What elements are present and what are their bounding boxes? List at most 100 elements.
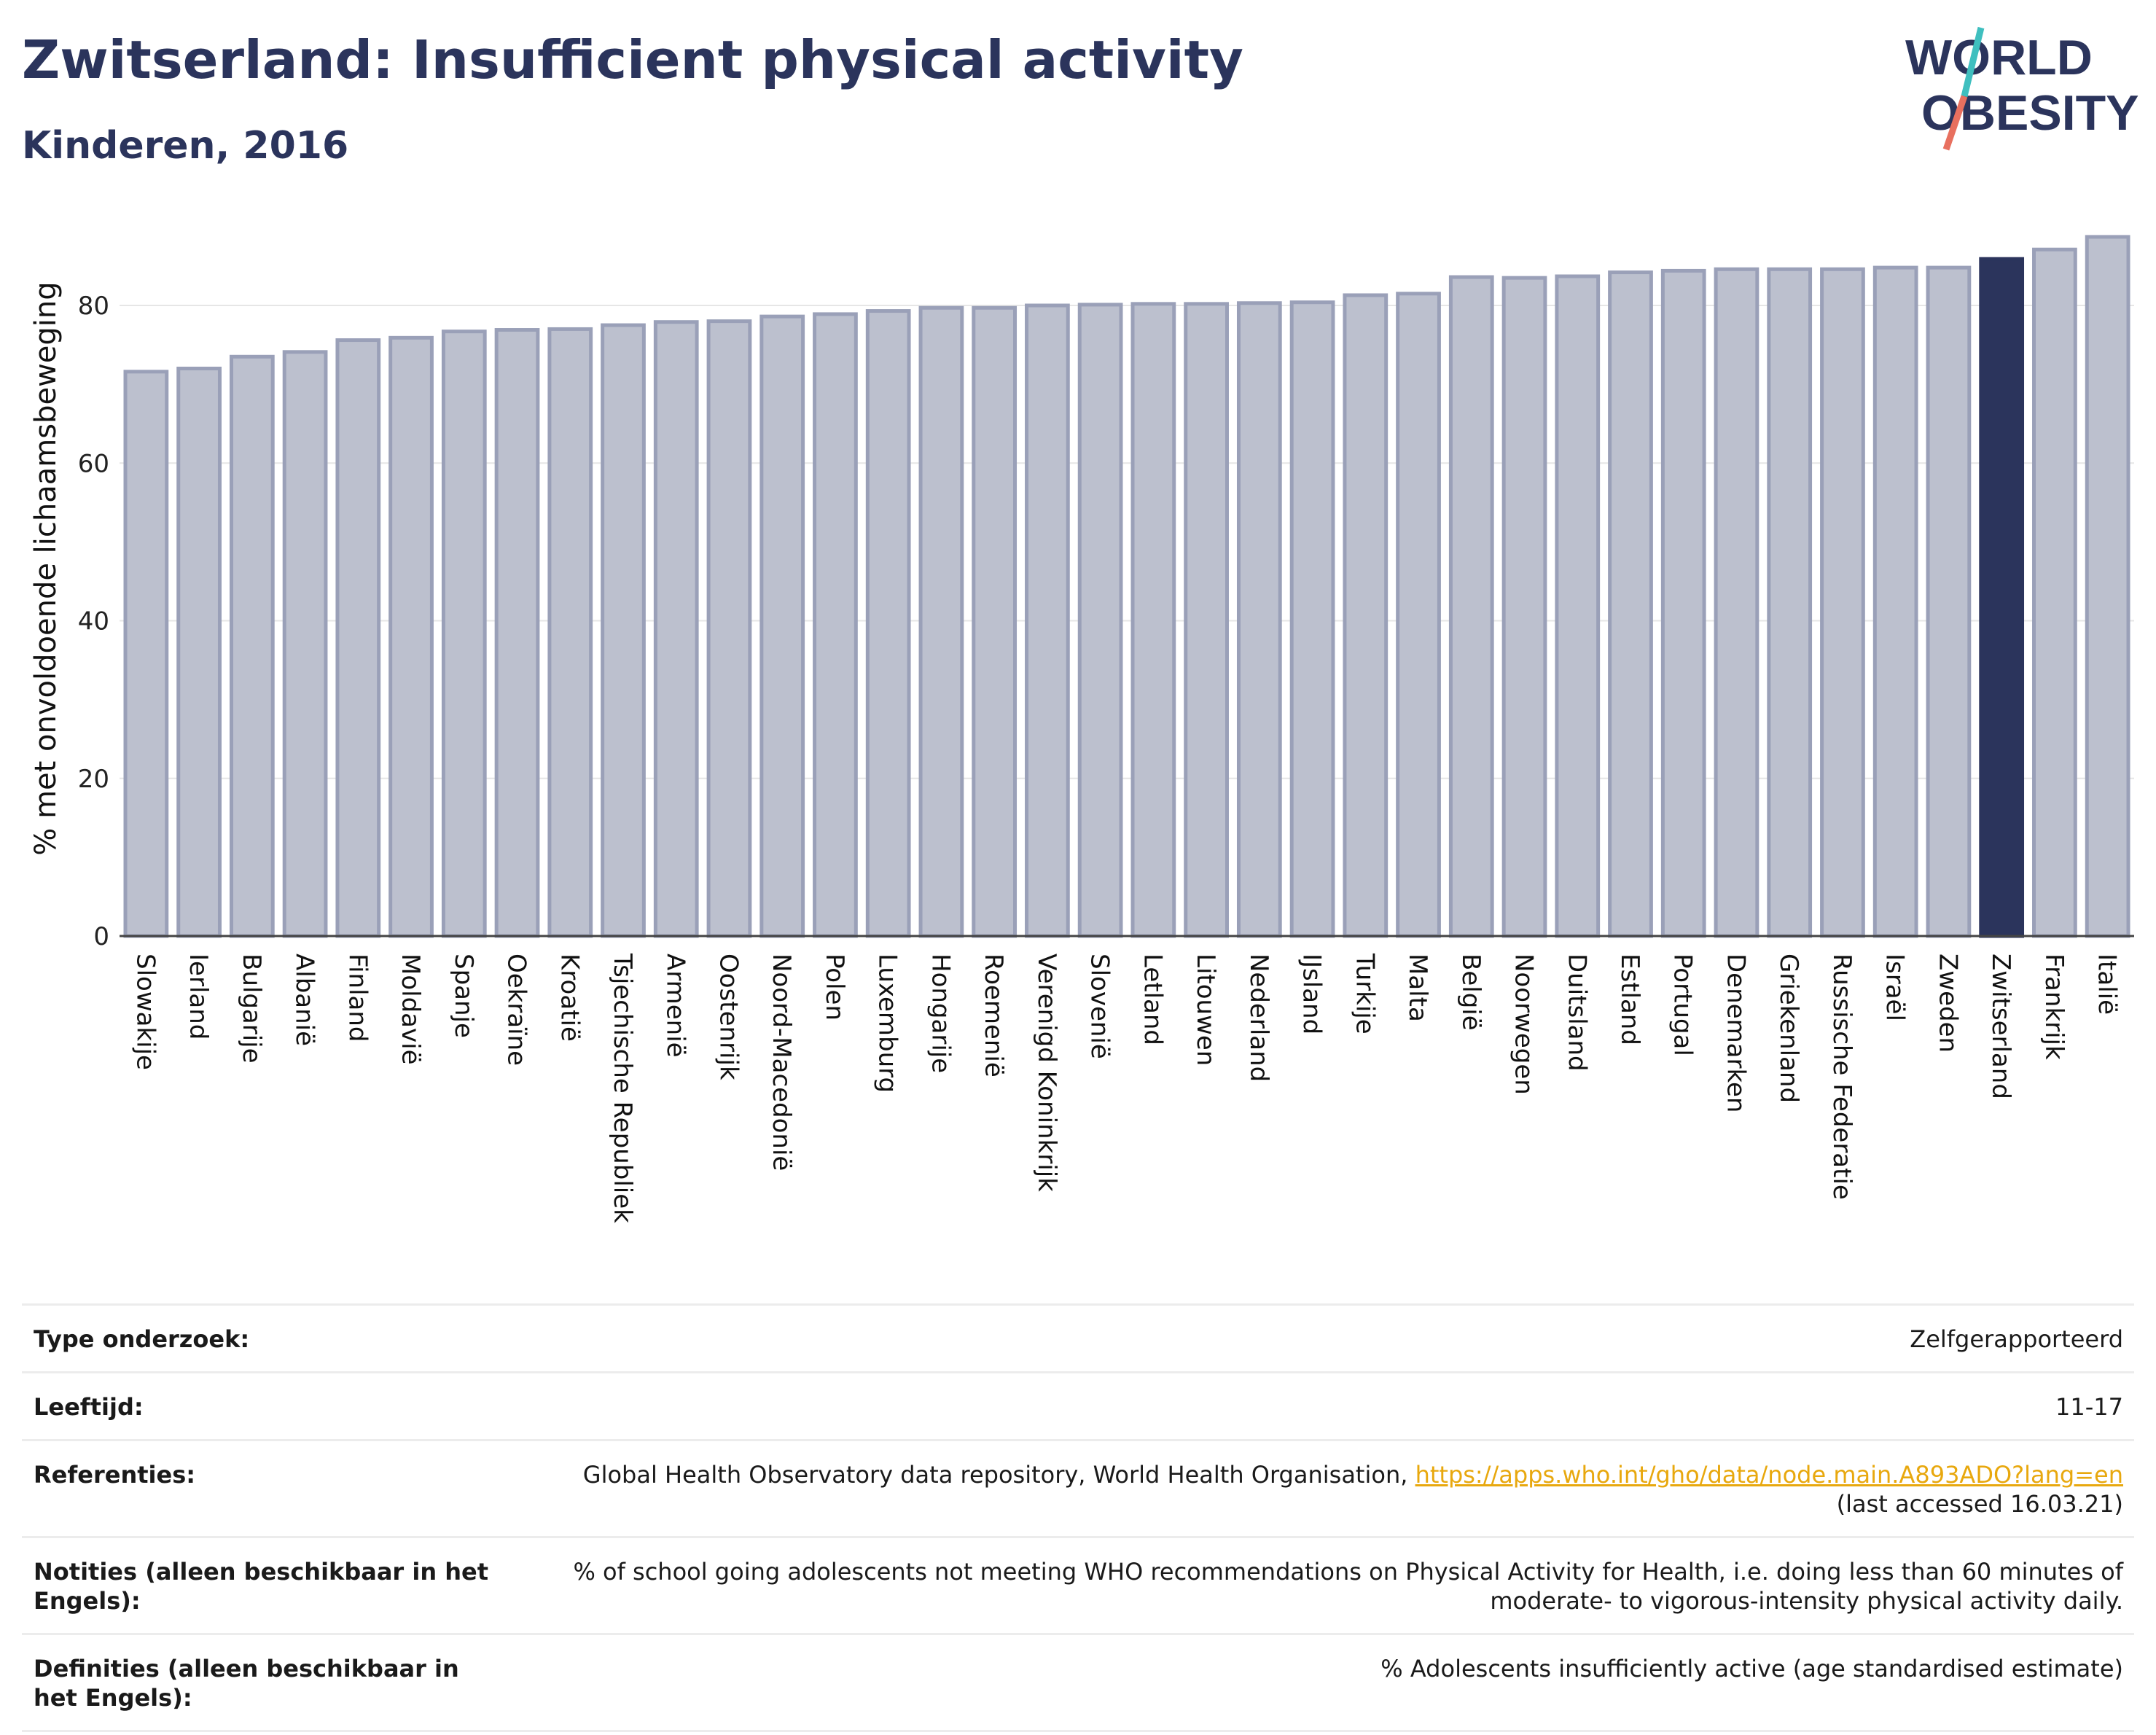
x-tick-label: Zweden	[1933, 954, 1962, 1053]
bar	[547, 327, 593, 938]
bar	[2085, 235, 2130, 938]
x-tick-label: Roemenië	[979, 954, 1008, 1077]
reference-text: Global Health Observatory data repositor…	[582, 1461, 1408, 1489]
x-tick-labels: Slowakije Ierland Bulgarije Albanië Finland M…	[130, 953, 2121, 1223]
x-tick-label: Frankrijk	[2039, 954, 2069, 1060]
x-tick-label: Portugal	[1668, 954, 1698, 1056]
bar	[335, 338, 381, 938]
x-tick-label: Estland	[1615, 954, 1644, 1045]
bar	[1555, 274, 1601, 938]
x-tick-label: Kroatië	[555, 954, 584, 1042]
y-tick-label: 20	[78, 765, 109, 794]
bar	[1926, 265, 1972, 938]
bar	[1343, 293, 1388, 938]
bar	[865, 309, 911, 938]
x-tick-label: Griekenland	[1774, 954, 1803, 1103]
x-tick-label: Russische Federatie	[1827, 954, 1856, 1200]
y-tick-label: 40	[78, 607, 109, 636]
bar	[706, 319, 752, 938]
logo-slash-teal	[1961, 26, 1985, 98]
x-tick-label: Oekraïne	[502, 954, 531, 1066]
x-tick-label: Slowakije	[130, 954, 160, 1070]
meta-value: Global Health Observatory data repositor…	[500, 1460, 2123, 1518]
y-tick-label: 60	[78, 449, 109, 478]
meta-row-references: Referenties: Global Health Observatory d…	[22, 1439, 2134, 1536]
meta-value: % Adolescents insufficiently active (age…	[1380, 1655, 2123, 1683]
bar	[653, 320, 699, 938]
bar	[1501, 276, 1547, 938]
y-tick-labels: 0 20 40 60 80	[78, 292, 109, 951]
bar	[1872, 265, 1918, 938]
x-tick-label: Tsjechische Republiek	[608, 953, 637, 1223]
bar	[1979, 257, 2025, 938]
logo-line1: WORLD	[1905, 30, 2093, 85]
meta-value: % of school going adolescents not meetin…	[500, 1557, 2123, 1615]
bar	[2032, 247, 2077, 938]
x-tick-label: Noorwegen	[1509, 954, 1539, 1095]
bar	[1236, 301, 1282, 938]
x-tick-label: Denemarken	[1721, 954, 1750, 1112]
bar	[1820, 267, 1865, 938]
bar	[918, 305, 964, 938]
x-tick-label: Slovenië	[1085, 954, 1114, 1059]
meta-value: 11-17	[2055, 1393, 2123, 1421]
x-tick-label: Luxemburg	[873, 954, 902, 1093]
x-tick-label: Albanië	[290, 954, 319, 1046]
bar	[1289, 300, 1335, 938]
bar	[176, 367, 222, 938]
bar	[229, 354, 275, 938]
bar	[759, 314, 805, 938]
y-axis-label: % met onvoldoende lichaamsbeweging	[29, 281, 63, 855]
x-tick-label: Spanje	[449, 954, 478, 1038]
bars	[123, 235, 2130, 938]
notes-line2: moderate- to vigorous-intensity physical…	[1490, 1587, 2123, 1615]
bar-chart: Slowakije Ierland Bulgarije Albanië Finland M…	[29, 235, 2134, 1223]
bar	[1025, 303, 1070, 938]
x-tick-label: Verenigd Koninkrijk	[1032, 954, 1061, 1192]
meta-value: Zelfgerapporteerd	[1910, 1325, 2123, 1353]
bar	[972, 305, 1018, 938]
meta-label: Notities (alleen beschikbaar in het Enge…	[34, 1558, 489, 1615]
bar	[1077, 303, 1123, 938]
y-tick-label: 80	[78, 292, 109, 321]
x-tick-label: Bulgarije	[237, 954, 266, 1064]
x-tick-label: Armenië	[661, 954, 690, 1058]
bar	[282, 350, 328, 938]
bar	[1130, 302, 1176, 938]
x-tick-label: Turkije	[1350, 953, 1379, 1034]
meta-label: Referenties:	[34, 1461, 196, 1489]
bar	[1767, 267, 1813, 938]
page-title: Zwitserland: Insufficient physical activ…	[22, 29, 1243, 90]
bar	[388, 335, 434, 938]
x-tick-label: Duitsland	[1562, 954, 1591, 1072]
page-subtitle: Kinderen, 2016	[22, 124, 349, 168]
meta-label: Type onderzoek:	[34, 1325, 250, 1353]
x-tick-label: IJsland	[1297, 954, 1327, 1034]
bar	[1714, 267, 1759, 938]
bar	[1448, 275, 1494, 938]
bar	[601, 323, 646, 938]
meta-label: Definities (alleen beschikbaar in het En…	[34, 1655, 459, 1712]
x-tick-label: Italië	[2093, 954, 2122, 1015]
x-tick-label: Malta	[1403, 954, 1432, 1022]
x-tick-label: Hongarije	[926, 954, 955, 1073]
reference-accessed: (last accessed 16.03.21)	[1836, 1490, 2123, 1518]
bar	[1608, 270, 1653, 938]
bar	[441, 330, 487, 938]
x-tick-label: Litouwen	[1191, 954, 1220, 1066]
x-tick-label: Nederland	[1244, 954, 1273, 1082]
x-tick-label: Moldavië	[396, 954, 425, 1065]
bar	[813, 312, 858, 938]
notes-line1: % of school going adolescents not meetin…	[573, 1558, 2123, 1586]
metadata-table: Type onderzoek: Zelfgerapporteerd Leefti…	[22, 1303, 2134, 1732]
meta-label: Leeftijd:	[34, 1393, 144, 1421]
meta-row-survey-type: Type onderzoek: Zelfgerapporteerd	[22, 1303, 2134, 1371]
logo-slash-coral	[1942, 95, 1968, 151]
x-tick-label: Noord-Macedonië	[767, 954, 796, 1171]
x-tick-label: België	[1456, 954, 1485, 1031]
y-tick-label: 0	[93, 922, 109, 951]
bar	[1184, 302, 1229, 938]
x-tick-label: Oostenrijk	[714, 954, 743, 1080]
reference-link[interactable]: https://apps.who.int/gho/data/node.main.…	[1415, 1461, 2123, 1489]
x-tick-label: Polen	[820, 954, 849, 1021]
